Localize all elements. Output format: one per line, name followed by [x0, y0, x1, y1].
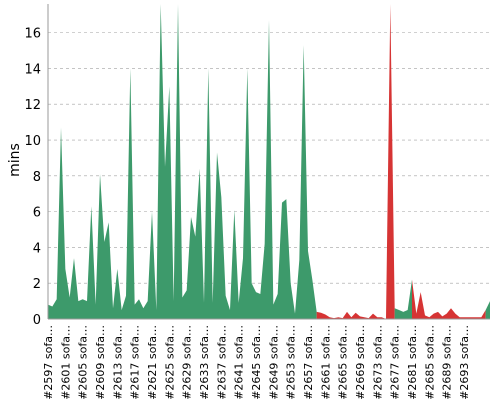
grid-lines — [48, 32, 490, 284]
y-tick-label: 4 — [33, 241, 41, 256]
y-tick-label: 10 — [24, 134, 41, 149]
y-axis-label: mins — [7, 143, 23, 177]
x-tick-label: #2617 sofa… — [129, 325, 142, 400]
failure-area-segment — [412, 279, 486, 319]
x-tick-label: #2601 sofa… — [59, 325, 72, 400]
success-area-segment — [485, 301, 490, 319]
x-tick-label: #2657 sofa… — [302, 325, 315, 400]
x-tick-label: #2653 sofa… — [285, 325, 298, 400]
x-tick-label: #2605 sofa… — [77, 325, 90, 400]
axes — [47, 4, 490, 320]
x-tick-label: #2637 sofa… — [215, 325, 228, 400]
x-tick-label: #2641 sofa… — [233, 325, 246, 400]
x-tick-label: #2649 sofa… — [267, 325, 280, 400]
y-tick-label: 14 — [24, 62, 41, 77]
y-tick-label: 0 — [33, 313, 41, 328]
y-tick-label: 6 — [33, 206, 41, 221]
x-tick-label: #2693 sofa… — [458, 325, 471, 400]
x-tick-label: #2681 sofa… — [406, 325, 419, 400]
success-area-segment — [48, 4, 317, 319]
x-tick-label: #2629 sofa… — [181, 325, 194, 400]
area-series — [48, 4, 490, 319]
y-tick-label: 16 — [24, 27, 41, 42]
success-area-segment — [394, 279, 412, 319]
x-tick-label: #2673 sofa… — [371, 325, 384, 400]
y-tick-label: 2 — [33, 277, 41, 292]
failure-area-segment — [316, 4, 395, 319]
x-tick-label: #2621 sofa… — [146, 325, 159, 400]
y-tick-label: 12 — [24, 98, 41, 113]
x-tick-label: #2645 sofa… — [250, 325, 263, 400]
x-tick-label: #2665 sofa… — [337, 325, 350, 400]
x-tick-label: #2669 sofa… — [354, 325, 367, 400]
x-tick-labels: #2597 sofa… #2601 sofa… #2605 sofa… #2609 s… — [42, 325, 471, 400]
x-tick-label: #2597 sofa… — [42, 325, 55, 400]
x-tick-label: #2625 sofa… — [163, 325, 176, 400]
y-tick-labels: 0 2 4 6 8 10 12 14 16 — [24, 27, 41, 328]
x-tick-label: #2677 sofa… — [389, 325, 402, 400]
x-tick-label: #2685 sofa… — [423, 325, 436, 400]
y-tick-label: 8 — [33, 170, 41, 185]
x-tick-label: #2633 sofa… — [198, 325, 211, 400]
x-tick-label: #2661 sofa… — [319, 325, 332, 400]
x-tick-label: #2689 sofa… — [441, 325, 454, 400]
x-tick-label: #2609 sofa… — [94, 325, 107, 400]
x-tick-label: #2613 sofa… — [111, 325, 124, 400]
